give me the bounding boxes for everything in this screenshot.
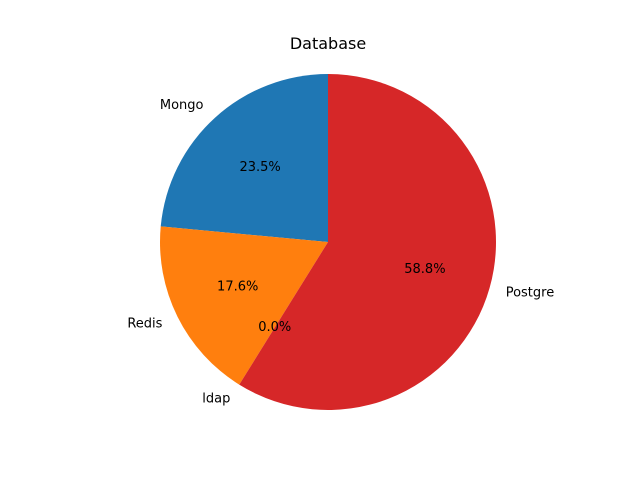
pie-pct-redis: 17.6%: [217, 279, 258, 294]
pie-label-redis: Redis: [127, 317, 162, 332]
pie-slice-redis: [160, 226, 328, 385]
pie-slices: [160, 74, 496, 410]
pie-percentages: 23.5% 17.6% 0.0% 58.8%: [217, 160, 446, 335]
pie-labels: Mongo Redis ldap Postgre: [127, 98, 554, 406]
pie-label-mongo: Mongo: [160, 98, 204, 113]
pie-pct-postgre: 58.8%: [404, 262, 445, 277]
pie-slice-postgre: [239, 74, 496, 410]
pie-pct-ldap: 0.0%: [258, 320, 291, 335]
pie-pct-mongo: 23.5%: [239, 160, 280, 175]
pie-label-postgre: Postgre: [506, 285, 555, 300]
chart-title: Database: [290, 34, 366, 53]
pie-label-ldap: ldap: [202, 391, 230, 406]
pie-slice-mongo: [160, 74, 328, 242]
